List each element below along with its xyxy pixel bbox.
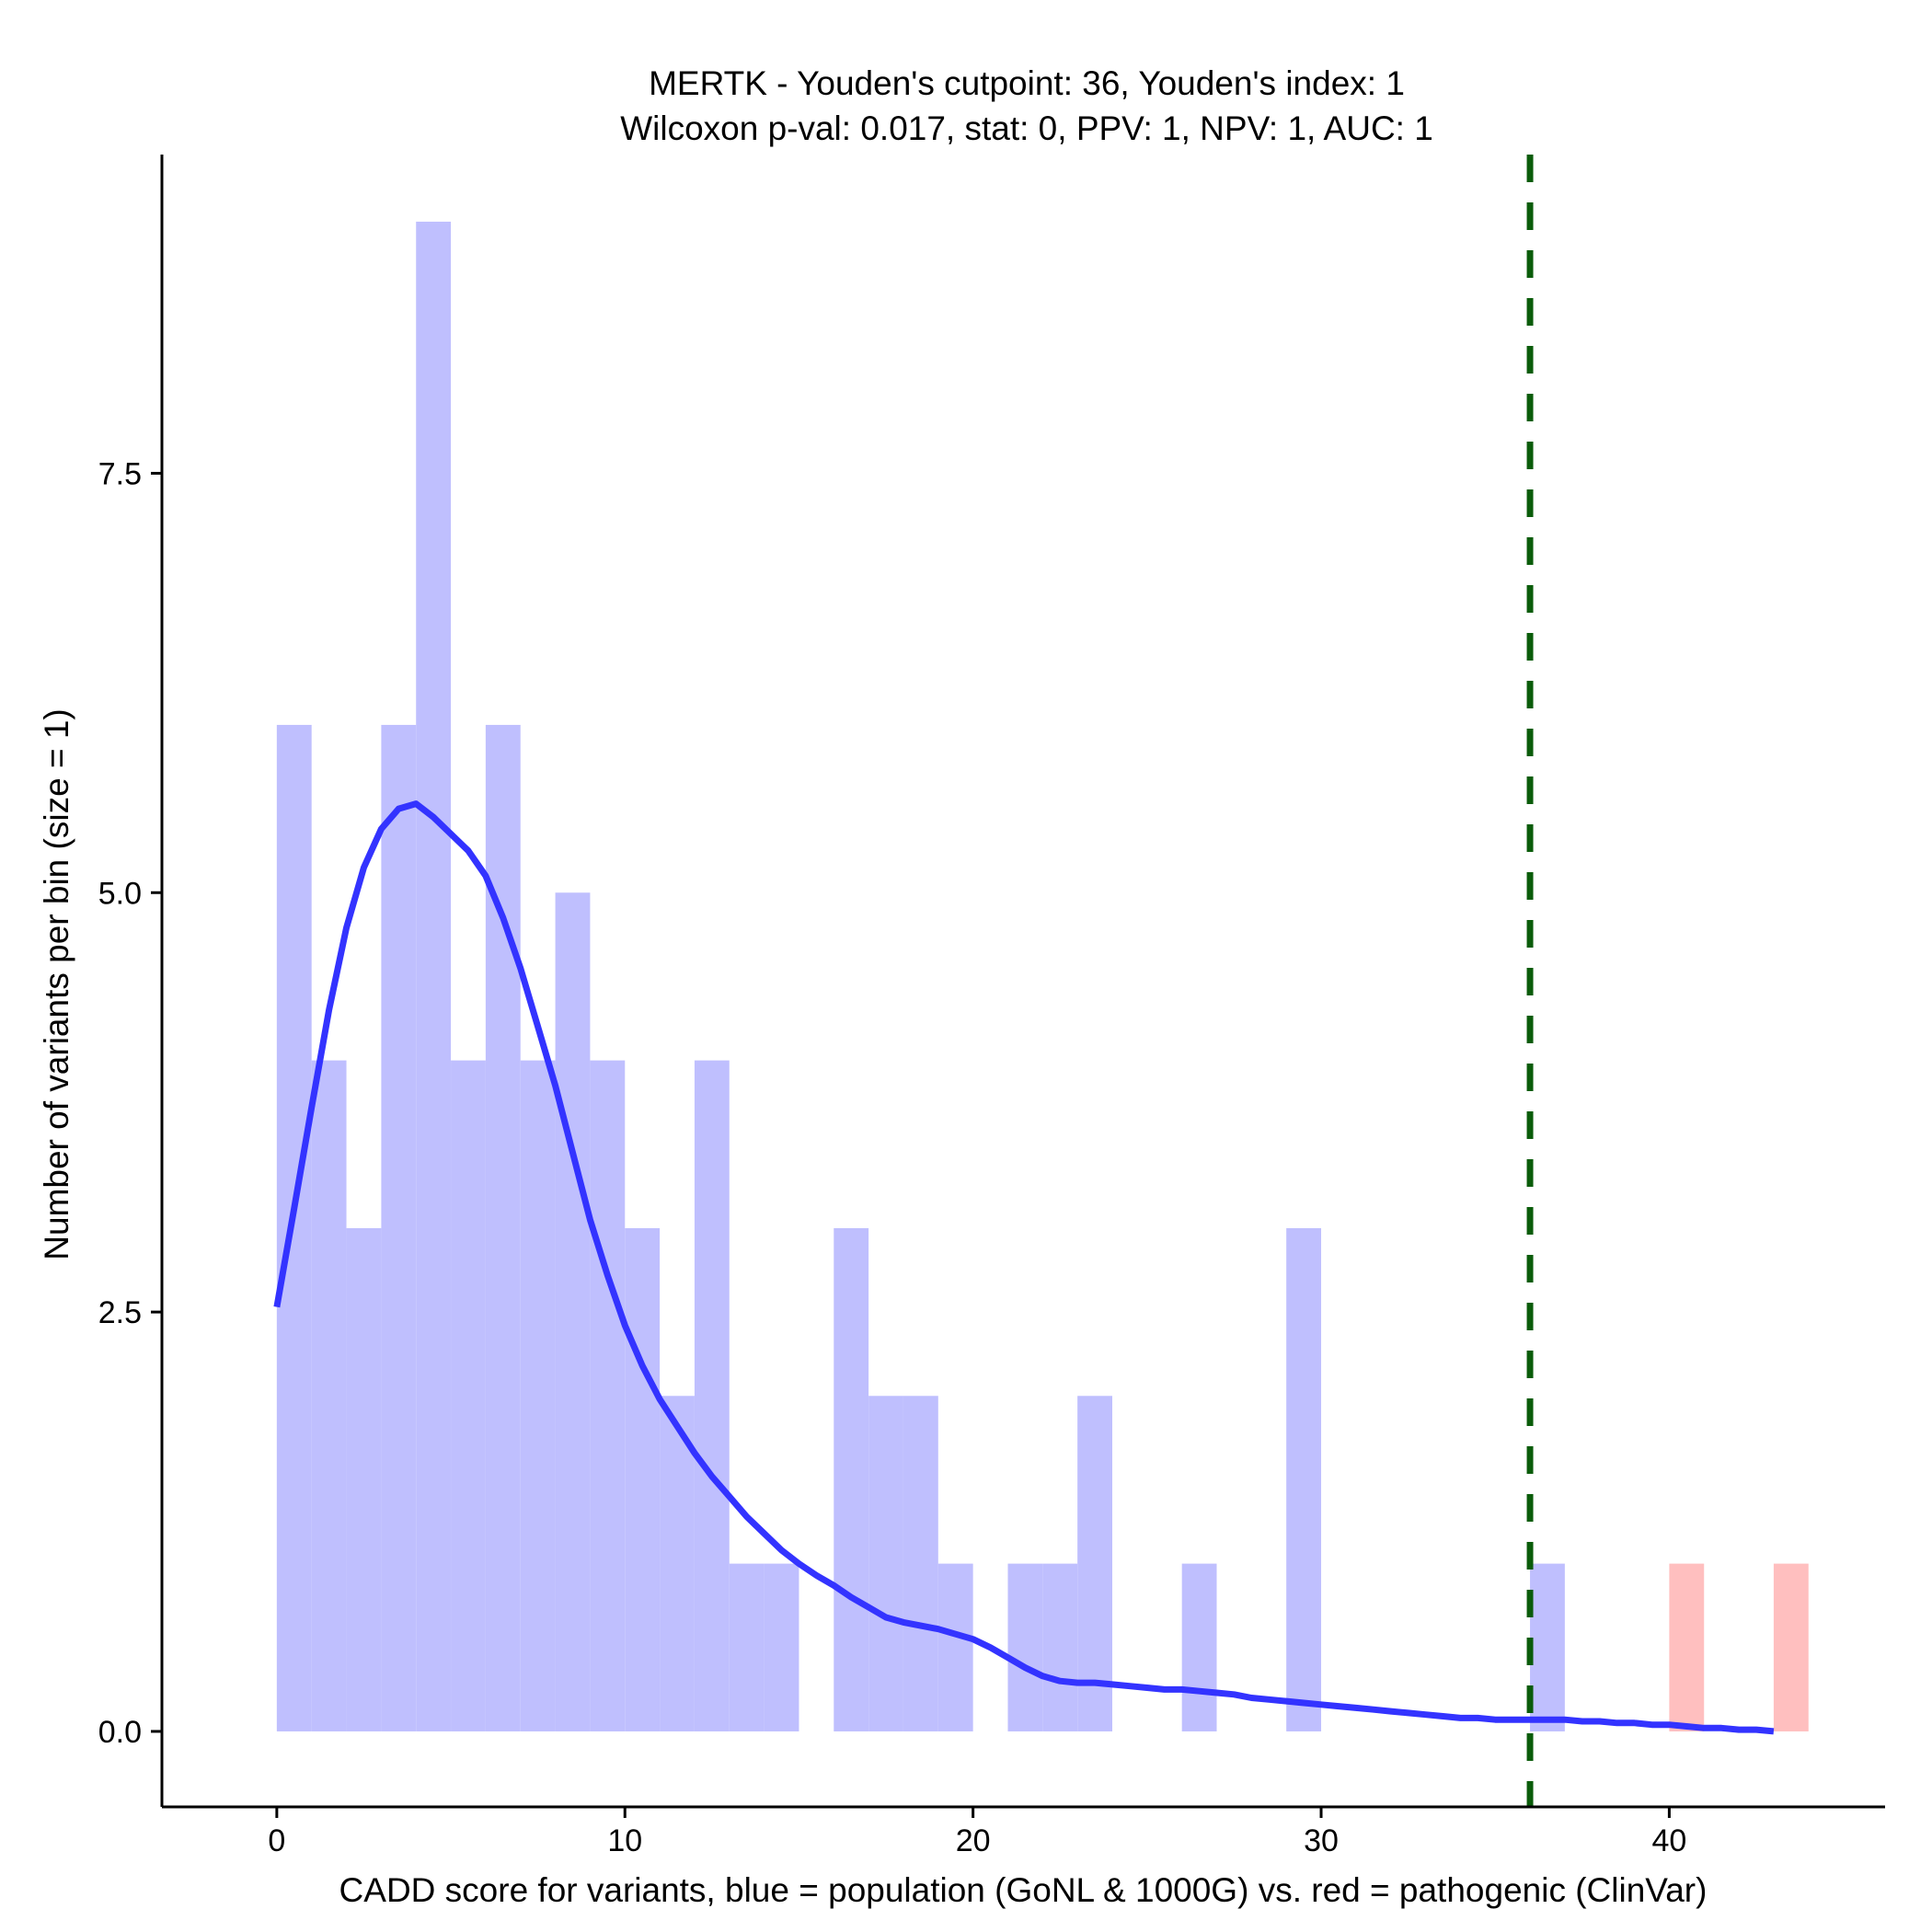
y-axis-title: Number of variants per bin (size = 1) (38, 708, 75, 1259)
x-tick-label: 20 (956, 1823, 991, 1858)
x-tick-label: 10 (607, 1823, 642, 1858)
population-bar (625, 1227, 661, 1731)
chart-subtitle: Wilcoxon p-val: 0.017, stat: 0, PPV: 1, … (620, 109, 1433, 147)
density-layer (273, 800, 1775, 1735)
pathogenic-bar (1773, 1563, 1809, 1731)
population-bar (1077, 1396, 1112, 1731)
population-bar (346, 1227, 382, 1731)
population-bar (520, 1060, 556, 1731)
y-tick-label: 0.0 (98, 1715, 142, 1750)
population-bar (276, 724, 312, 1731)
population-bar (694, 1060, 730, 1731)
x-tick-label: 40 (1651, 1823, 1686, 1858)
y-tick-label: 7.5 (98, 456, 142, 491)
chart-title: MERTK - Youden's cutpoint: 36, Youden's … (649, 64, 1405, 102)
population-bar (868, 1396, 903, 1731)
population-bar (1007, 1563, 1043, 1731)
population-bar (451, 1060, 486, 1731)
population-bar (1286, 1227, 1322, 1731)
population-bar (1530, 1563, 1565, 1731)
density-curve (273, 800, 1775, 1735)
population-bar (729, 1563, 765, 1731)
population-bar (1181, 1563, 1217, 1731)
population-bar (1042, 1563, 1078, 1731)
y-tick-label: 5.0 (98, 876, 142, 911)
population-bar (660, 1396, 695, 1731)
population-bar (311, 1060, 347, 1731)
population-bar (381, 724, 417, 1731)
population-bar (937, 1563, 973, 1731)
population-bar (590, 1060, 626, 1731)
pathogenic-bar (1669, 1563, 1705, 1731)
histogram-bars (276, 221, 1809, 1731)
population-bar (555, 892, 591, 1731)
x-tick-label: 30 (1304, 1823, 1339, 1858)
y-tick-label: 2.5 (98, 1295, 142, 1330)
population-bar (834, 1227, 869, 1731)
x-tick-label: 0 (268, 1823, 285, 1858)
population-bar (764, 1563, 799, 1731)
population-bar (903, 1396, 938, 1731)
population-bar (485, 724, 521, 1731)
population-bar (416, 221, 452, 1731)
y-axis-ticks: 0.0 2.5 5.0 7.5 (98, 456, 162, 1750)
x-axis-title: CADD score for variants, blue = populati… (339, 1871, 1708, 1909)
x-axis-ticks: 0 10 20 30 40 (268, 1807, 1686, 1858)
